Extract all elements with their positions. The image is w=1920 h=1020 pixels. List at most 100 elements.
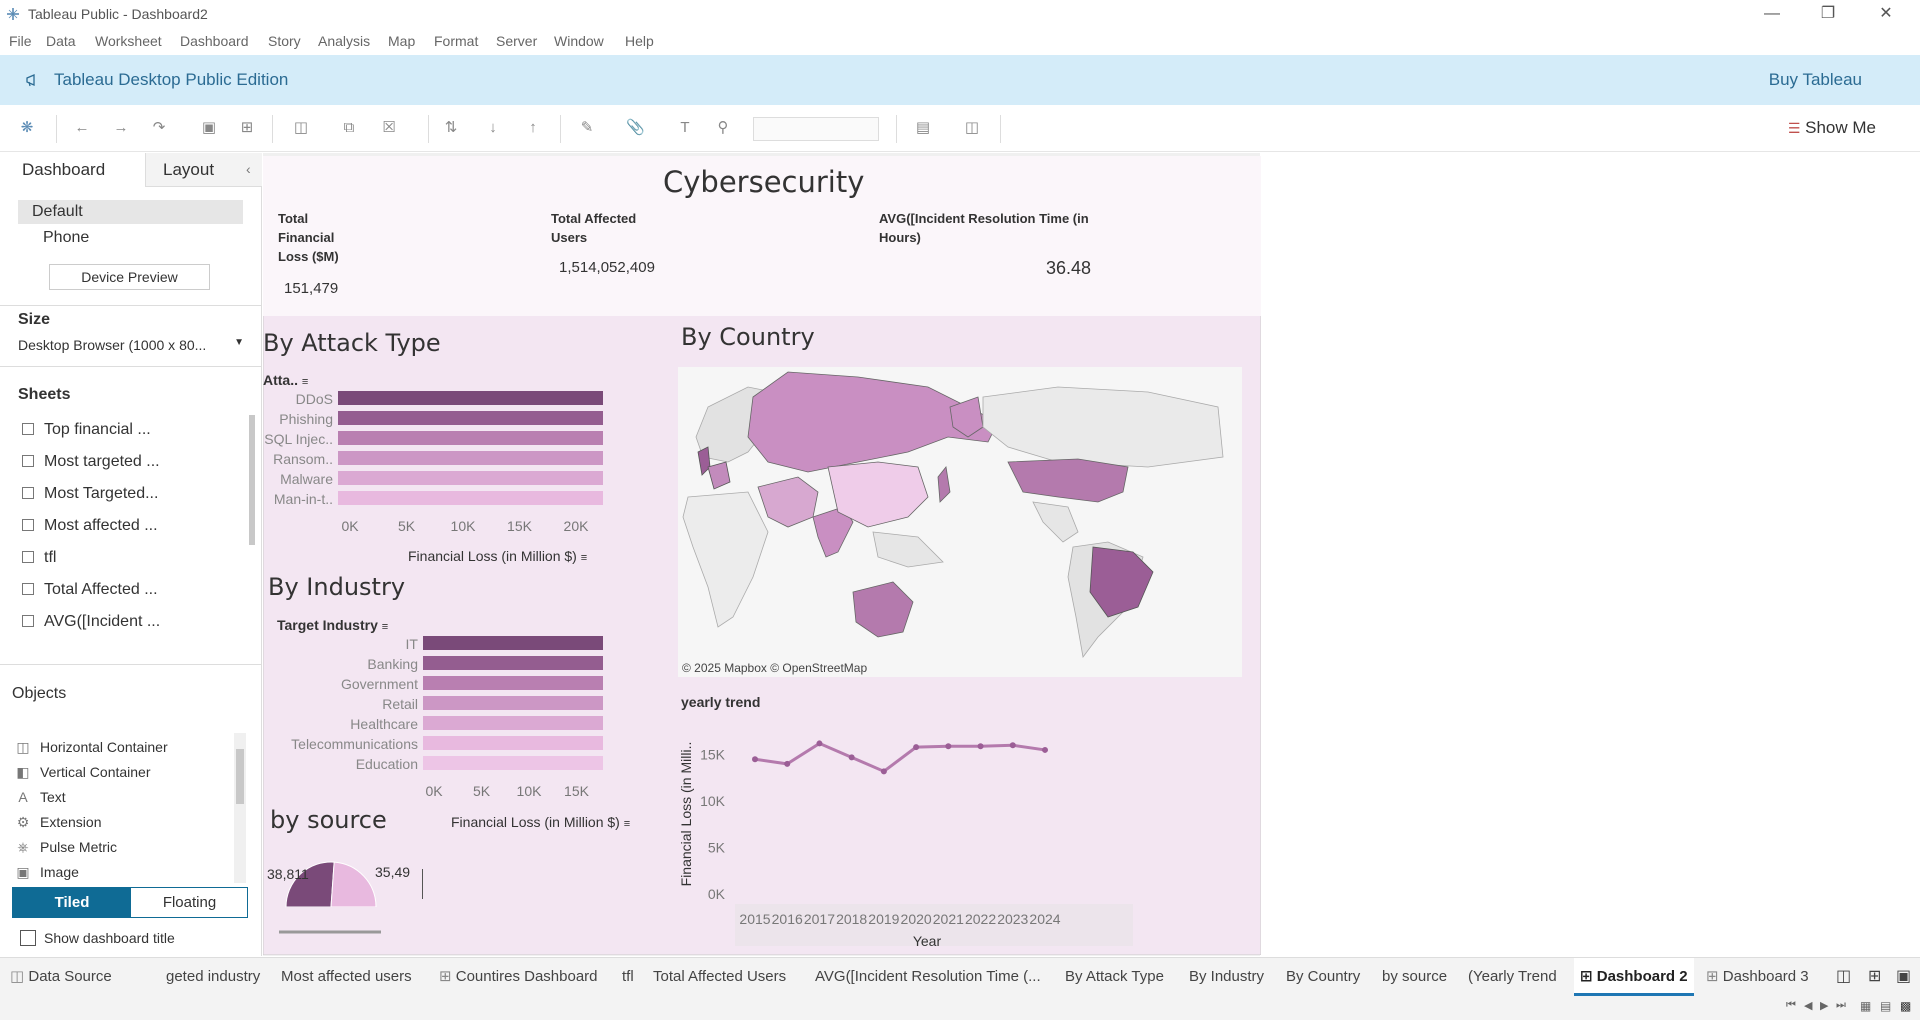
list-view-icon[interactable]: ▤	[1880, 999, 1892, 1013]
minimize-icon[interactable]: —	[1764, 5, 1780, 22]
sheet-item[interactable]: Top financial ...	[22, 421, 151, 443]
show-title-checkbox[interactable]	[20, 930, 36, 946]
object-image[interactable]: ▣ Image	[16, 864, 79, 881]
grid-view-icon[interactable]: ▦	[1860, 999, 1872, 1013]
sheet-item[interactable]: Total Affected ...	[22, 581, 158, 603]
attack-axis-title[interactable]: Financial Loss (in Million $) ≡	[408, 548, 587, 564]
trend-point	[816, 740, 823, 747]
sheet-item[interactable]: AVG([Incident ...	[22, 613, 160, 635]
tab-layout[interactable]: Layout	[145, 153, 262, 187]
edition-label: Tableau Desktop Public Edition	[54, 70, 289, 89]
filmstrip-view-icon[interactable]: ▩	[1900, 999, 1912, 1013]
tick-label: 0K	[425, 783, 443, 799]
industry-axis-title[interactable]: Financial Loss (in Million $) ≡	[451, 814, 630, 830]
duplicate-sheet-icon[interactable]: ⧉	[343, 119, 355, 136]
sheet-tab[interactable]: geted industry	[166, 968, 261, 985]
last-page-icon[interactable]: ⏭	[1836, 999, 1846, 1011]
menu-file[interactable]: File	[9, 33, 32, 49]
dashboard-tab-active[interactable]: ⊞ Dashboard 2	[1574, 958, 1694, 996]
device-preview-button[interactable]: Device Preview	[49, 264, 210, 290]
next-page-icon[interactable]: ▶	[1820, 1000, 1829, 1012]
sort-ascending-icon[interactable]: ↓	[489, 119, 497, 136]
highlight-icon[interactable]: ✎	[580, 119, 594, 136]
trend-point	[1042, 746, 1048, 753]
menu-format[interactable]: Format	[434, 33, 479, 49]
sheet-item[interactable]: Most affected ...	[22, 517, 158, 539]
sheet-tab[interactable]: Most affected users	[281, 968, 412, 985]
menu-data[interactable]: Data	[46, 33, 76, 49]
tick-label: 15K	[564, 783, 590, 799]
tiled-button[interactable]: Tiled	[13, 888, 131, 917]
trend-point	[752, 756, 758, 763]
menu-dashboard[interactable]: Dashboard	[180, 33, 249, 49]
save-icon[interactable]: ▣	[201, 119, 217, 136]
sheet-tab[interactable]: By Country	[1286, 968, 1361, 985]
prev-page-icon[interactable]: ◀	[1804, 1000, 1813, 1012]
sheet-tab[interactable]: By Industry	[1189, 968, 1265, 985]
presentation-mode-icon[interactable]: ◫	[964, 119, 980, 136]
new-worksheet-icon[interactable]: ◫	[293, 119, 309, 136]
new-datasource-icon[interactable]: ⊞	[240, 119, 254, 136]
swap-axes-icon[interactable]: ⇅	[444, 119, 458, 136]
object-pulse-metric[interactable]: ⎈ Pulse Metric	[16, 839, 117, 856]
x-tick-label: 2023	[997, 911, 1028, 927]
pin-icon[interactable]: ⚲	[717, 119, 729, 136]
sheet-tab[interactable]: (Yearly Trend	[1468, 968, 1557, 985]
device-phone[interactable]: Phone	[43, 229, 90, 246]
new-dashboard-tab-icon[interactable]: ⊞	[1868, 968, 1882, 985]
sort-icon: ≡	[301, 376, 309, 388]
sheet-tab[interactable]: Total Affected Users	[653, 968, 787, 985]
industry-header[interactable]: Target Industry ≡	[277, 617, 388, 633]
map-japan	[937, 466, 951, 503]
sort-descending-icon[interactable]: ↑	[529, 119, 537, 136]
group-icon[interactable]: 📎	[626, 119, 645, 136]
size-dropdown[interactable]: Desktop Browser (1000 x 80... ▼	[18, 337, 244, 357]
sheet-tab[interactable]: tfl	[622, 968, 634, 985]
object-text[interactable]: A Text	[16, 789, 65, 805]
buy-tableau-link[interactable]: Buy Tableau	[1768, 70, 1862, 89]
tab-data-source[interactable]: ◫ Data Source	[4, 958, 118, 996]
dashboard-tab[interactable]: ⊞ Countires Dashboard	[433, 958, 604, 996]
object-horizontal-container[interactable]: ◫ Horizontal Container	[16, 739, 167, 756]
clear-sheet-icon[interactable]: ☒	[382, 119, 396, 136]
collapse-panel-icon[interactable]: ‹	[246, 161, 251, 177]
sheet-label: Most affected ...	[44, 517, 158, 534]
menu-analysis[interactable]: Analysis	[318, 33, 371, 49]
menu-worksheet[interactable]: Worksheet	[95, 33, 162, 49]
fit-dropdown[interactable]	[753, 117, 879, 141]
new-story-tab-icon[interactable]: ▣	[1896, 968, 1912, 985]
sheet-item[interactable]: Most targeted ...	[22, 453, 160, 475]
menu-map[interactable]: Map	[388, 33, 416, 49]
sheet-item[interactable]: Most Targeted...	[22, 485, 158, 507]
sheet-item[interactable]: tfl	[22, 549, 56, 571]
close-icon[interactable]: ✕	[1879, 5, 1893, 22]
menu-window[interactable]: Window	[554, 33, 604, 49]
menu-story[interactable]: Story	[268, 33, 301, 49]
sheets-scrollbar[interactable]	[249, 415, 255, 545]
redo-icon[interactable]: →	[113, 119, 129, 136]
menu-help[interactable]: Help	[625, 33, 654, 49]
attack-type-chart: DDoS Phishing SQL Injec.. Ransom.. Malware Ma…	[264, 391, 603, 534]
object-extension[interactable]: ⚙ Extension	[16, 814, 102, 831]
restore-icon[interactable]: ❐	[1820, 5, 1836, 22]
sheet-tab[interactable]: by source	[1382, 968, 1448, 985]
show-cards-icon[interactable]: ▤	[915, 119, 931, 136]
tableau-home-icon[interactable]: ❋	[20, 119, 34, 136]
object-vertical-container[interactable]: ◧ Vertical Container	[16, 764, 150, 781]
device-default[interactable]: Default	[18, 200, 243, 224]
sheet-tab[interactable]: By Attack Type	[1065, 968, 1164, 985]
replay-icon[interactable]: ↷	[152, 119, 166, 136]
attack-type-header[interactable]: Atta.. ≡	[263, 372, 308, 388]
show-me-button[interactable]: ☰ Show Me	[1788, 118, 1876, 138]
objects-scrollbar[interactable]	[234, 733, 246, 883]
new-worksheet-tab-icon[interactable]: ◫	[1836, 968, 1852, 985]
first-page-icon[interactable]: ⏮	[1786, 999, 1796, 1011]
country-map[interactable]: © 2025 Mapbox © OpenStreetMap	[678, 367, 1242, 677]
undo-icon[interactable]: ←	[74, 119, 90, 136]
labels-icon[interactable]: T	[680, 119, 690, 136]
tab-dashboard[interactable]: Dashboard	[0, 153, 145, 187]
sheet-tab[interactable]: AVG([Incident Resolution Time (...	[815, 968, 1041, 985]
dashboard-tab[interactable]: ⊞ Dashboard 3	[1700, 958, 1815, 996]
floating-button[interactable]: Floating	[162, 894, 217, 911]
menu-server[interactable]: Server	[496, 33, 538, 49]
